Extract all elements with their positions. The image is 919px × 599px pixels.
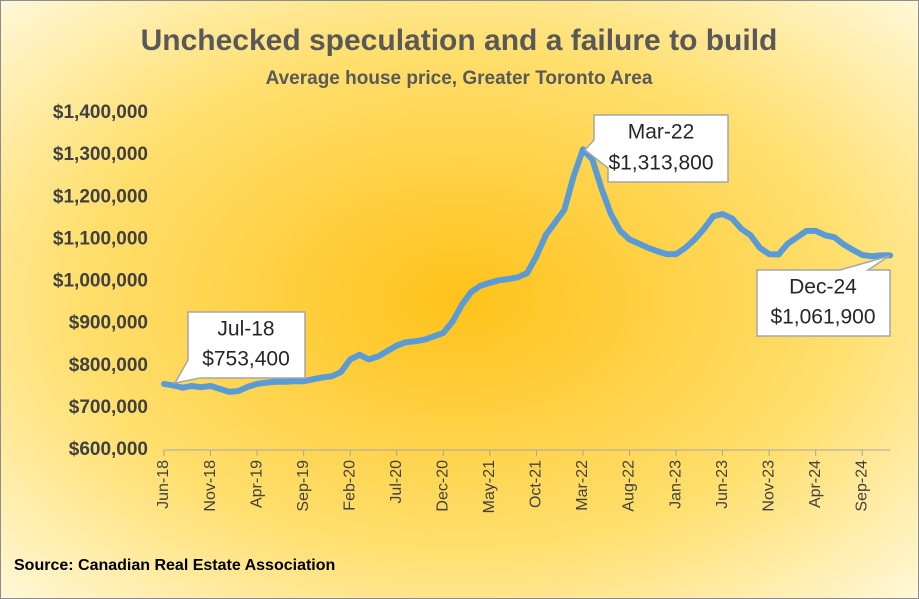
chart-subtitle: Average house price, Greater Toronto Are… bbox=[266, 68, 653, 89]
x-tick-label: Jun-18 bbox=[155, 460, 172, 509]
y-tick-label: $700,000 bbox=[69, 397, 148, 418]
annotation: $1,313,800 bbox=[608, 152, 713, 175]
callout-box bbox=[173, 311, 306, 385]
x-tick-label: Jun-23 bbox=[714, 460, 731, 509]
source-note: Source: Canadian Real Estate Association bbox=[14, 557, 335, 574]
x-tick-label: Nov-23 bbox=[760, 460, 777, 512]
y-tick-label: $600,000 bbox=[69, 439, 148, 460]
chart-title: Unchecked speculation and a failure to b… bbox=[141, 24, 778, 57]
plot-area: $600,000 $700,000 $800,000 $900,000 $1,000,0… bbox=[53, 102, 894, 513]
x-tick-label: Oct-21 bbox=[528, 460, 545, 508]
x-tick-label: Mar-22 bbox=[574, 460, 591, 511]
y-tick-label: $1,200,000 bbox=[53, 186, 148, 207]
price-line bbox=[161, 146, 894, 395]
y-tick-label: $1,100,000 bbox=[53, 228, 148, 249]
x-tick-label: Aug-22 bbox=[621, 460, 638, 512]
callout-box bbox=[583, 114, 729, 183]
annotation: $753,400 bbox=[202, 348, 290, 371]
x-tick-label: Jul-20 bbox=[388, 460, 405, 504]
annotation: $1,061,900 bbox=[770, 306, 875, 329]
x-tick-label: Dec-20 bbox=[435, 460, 452, 512]
annotation: Dec-24 bbox=[789, 276, 857, 299]
x-tick-label: Apr-24 bbox=[807, 460, 824, 508]
x-tick-label: Sep-19 bbox=[295, 460, 312, 512]
x-tick-label: Sep-24 bbox=[853, 460, 870, 512]
y-tick-label: $800,000 bbox=[69, 355, 148, 376]
y-tick-label: $1,000,000 bbox=[53, 271, 148, 292]
annotation: Mar-22 bbox=[628, 121, 695, 144]
y-tick-label: $1,400,000 bbox=[53, 102, 148, 123]
x-tick-label: Apr-19 bbox=[248, 460, 265, 508]
y-tick-label: $1,300,000 bbox=[53, 144, 148, 165]
y-tick-label: $900,000 bbox=[69, 313, 148, 334]
x-tick-label: Nov-18 bbox=[202, 460, 219, 512]
annotation: Jul-18 bbox=[217, 318, 274, 341]
x-tick-label: Feb-20 bbox=[341, 460, 358, 511]
x-tick-label: May-21 bbox=[481, 460, 498, 513]
callout-box bbox=[756, 255, 891, 337]
x-tick-label: Jan-23 bbox=[667, 460, 684, 509]
